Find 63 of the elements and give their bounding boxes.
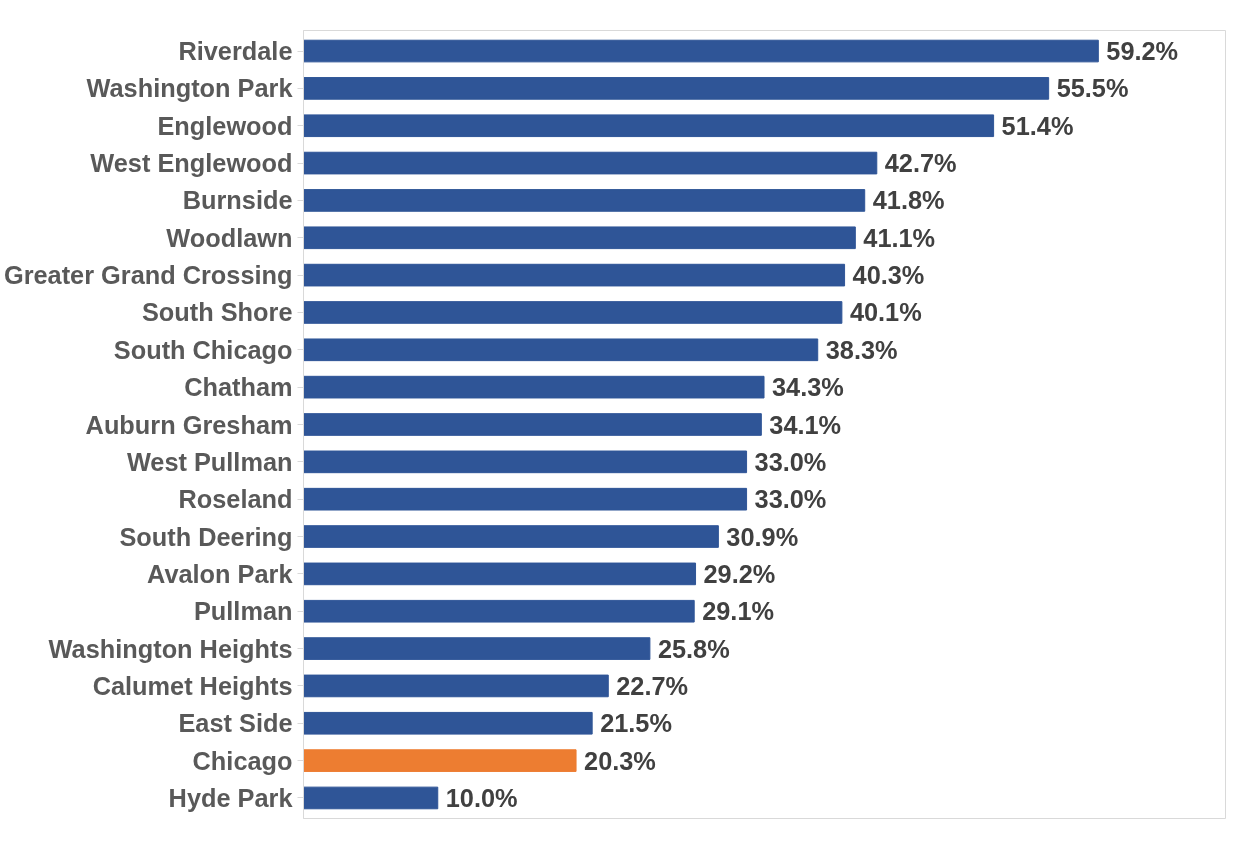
y-tick-label: Washington Heights: [48, 634, 293, 663]
y-tick-label: Avalon Park: [147, 559, 294, 588]
y-tick-label: Calumet Heights: [92, 671, 293, 700]
y-tick-label: Riverdale: [178, 37, 293, 66]
data-label: 40.3%: [852, 261, 925, 290]
data-label: 41.8%: [872, 186, 945, 215]
bar: [303, 637, 651, 660]
y-tick-label: Auburn Gresham: [85, 410, 293, 439]
bar: [303, 562, 697, 586]
data-label: 34.1%: [769, 410, 842, 439]
bar: [303, 338, 819, 362]
y-tick-label: South Shore: [141, 298, 293, 327]
bar: [303, 39, 1099, 63]
y-tick-label: Greater Grand Crossing: [3, 261, 293, 290]
y-tick-label: South Chicago: [113, 335, 293, 364]
y-tick-label: West Pullman: [126, 447, 293, 476]
data-label: 10.0%: [445, 783, 518, 812]
bar: [303, 450, 748, 474]
y-tick-label: Hyde Park: [168, 783, 294, 812]
bar: [303, 525, 719, 548]
y-tick-label: Burnside: [182, 186, 293, 215]
data-label: 33.0%: [754, 485, 827, 514]
bar: [303, 375, 765, 399]
y-tick-label: Chatham: [184, 373, 293, 402]
data-label: 30.9%: [726, 522, 799, 551]
bar: [303, 749, 577, 772]
bar: [303, 599, 695, 623]
bar: [303, 263, 846, 287]
bar: [303, 786, 439, 810]
bar: [303, 226, 856, 250]
y-tick-label: Roseland: [178, 485, 293, 514]
bar: [303, 77, 1050, 100]
data-label: 55.5%: [1056, 74, 1129, 103]
bar: [303, 711, 593, 735]
data-label: 51.4%: [1001, 111, 1074, 140]
y-tick-label: West Englewood: [90, 149, 293, 178]
bar: [303, 151, 878, 175]
y-tick-label: South Deering: [119, 522, 293, 551]
bar: [303, 487, 748, 511]
data-label: 42.7%: [884, 149, 957, 178]
bar: [303, 301, 843, 324]
data-label: 21.5%: [600, 709, 672, 738]
data-label: 22.7%: [616, 671, 689, 700]
bar: [303, 413, 762, 436]
data-label: 40.1%: [849, 298, 922, 327]
data-label: 25.8%: [657, 634, 730, 663]
data-label: 41.1%: [863, 223, 936, 252]
bar: [303, 189, 866, 212]
y-tick-label: Chicago: [192, 746, 293, 775]
y-tick-label: Washington Park: [86, 74, 294, 103]
bar: [303, 674, 609, 698]
data-label: 20.3%: [584, 746, 656, 775]
data-label: 29.1%: [702, 597, 775, 626]
bar: [303, 114, 995, 138]
y-tick-label: East Side: [178, 709, 293, 738]
data-label: 59.2%: [1106, 37, 1179, 66]
data-label: 33.0%: [754, 447, 827, 476]
data-label: 29.2%: [703, 559, 776, 588]
y-tick-label: Englewood: [157, 111, 293, 140]
y-tick-label: Pullman: [193, 597, 293, 626]
data-label: 38.3%: [825, 335, 898, 364]
y-tick-label: Woodlawn: [166, 223, 293, 252]
data-label: 34.3%: [772, 373, 844, 402]
